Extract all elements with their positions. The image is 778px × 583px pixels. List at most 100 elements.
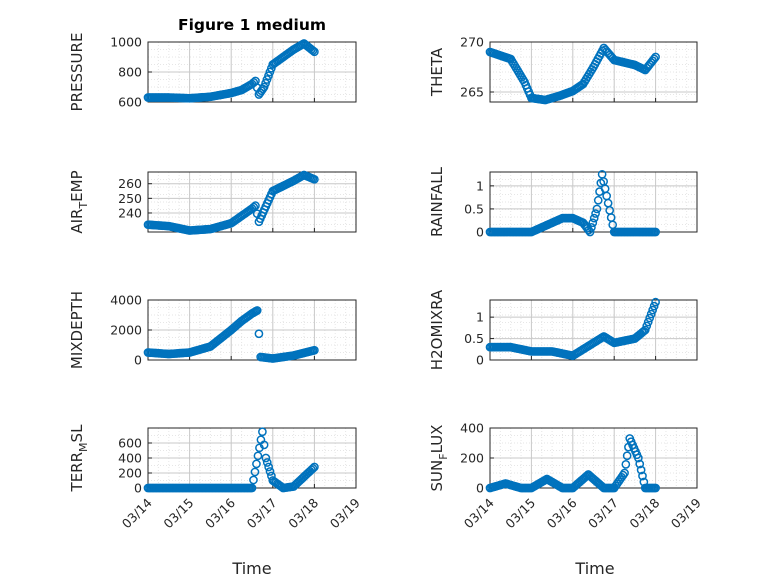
panel-5-ytick-label: 4000 bbox=[110, 293, 142, 308]
x-axis-label-right: Time bbox=[574, 559, 614, 578]
x-axis-label-left: Time bbox=[231, 559, 271, 578]
panel-4-data-point bbox=[592, 204, 602, 214]
panel-7-xtick-label: 03/18 bbox=[285, 495, 321, 531]
panel-6-ytick-label: 0.5 bbox=[464, 331, 484, 346]
panel-7-xtick-label: 03/19 bbox=[327, 495, 363, 531]
panel-7-xtick-label: 03/15 bbox=[160, 495, 196, 531]
panel-7-data-point bbox=[261, 453, 271, 463]
panel-3-ytick-label: 260 bbox=[118, 176, 142, 191]
panel-3-ytick-label: 240 bbox=[118, 205, 142, 220]
panel-2-ytick-label: 265 bbox=[460, 85, 484, 100]
panel-4-data-point bbox=[591, 209, 600, 218]
panel-7-xtick-label: 03/17 bbox=[244, 495, 280, 531]
panel-4-data-point bbox=[587, 223, 596, 232]
panel-1-data-point bbox=[310, 47, 319, 57]
panel-8-data-point bbox=[635, 459, 645, 469]
panel-7-data-point bbox=[262, 458, 272, 467]
panel-4-data-point bbox=[588, 218, 598, 228]
panel-7-ytick-label: 600 bbox=[118, 436, 142, 451]
panel-7-xtick-label: 03/14 bbox=[119, 495, 155, 531]
panel-2-ytick-label: 270 bbox=[460, 35, 484, 50]
panel-6-ytick-label: 1 bbox=[476, 310, 484, 325]
panel-8-ytick-label: 200 bbox=[460, 451, 484, 466]
panel-7-xtick-label: 03/16 bbox=[202, 495, 238, 531]
panel-1-ytick-label: 800 bbox=[118, 65, 142, 80]
panel-5-data-point bbox=[254, 329, 264, 339]
panel-8-data-point bbox=[621, 460, 631, 469]
panel-3-axes-box bbox=[147, 171, 357, 233]
panel-1-ytick-label: 1000 bbox=[110, 35, 142, 50]
panel-1-y-axis-label: PRESSURE bbox=[68, 33, 86, 112]
panel-7-data-point bbox=[250, 467, 260, 477]
panel-8-xtick-label: 03/19 bbox=[668, 495, 704, 531]
panel-8-data-point bbox=[620, 468, 629, 478]
panel-8-xtick-label: 03/16 bbox=[544, 495, 580, 531]
panel-1-ytick-label: 600 bbox=[118, 95, 142, 110]
panel-4-ytick-label: 0 bbox=[476, 225, 484, 240]
panel-4-data-point bbox=[602, 191, 612, 201]
panel-8-data-point bbox=[634, 453, 643, 463]
panel-8-xtick-label: 03/14 bbox=[461, 495, 497, 531]
panel-3-y-axis-label: AIRTEMP bbox=[68, 170, 90, 233]
panel-8-xtick-label: 03/15 bbox=[502, 495, 538, 531]
panel-6-ytick-label: 0 bbox=[476, 353, 484, 368]
panel-6-data-point bbox=[645, 313, 655, 323]
panel-7-data-point bbox=[264, 462, 273, 472]
panel-7-data-point bbox=[249, 475, 258, 485]
panel-6-data-point bbox=[649, 301, 659, 311]
panel-8-data-point bbox=[651, 483, 660, 493]
panel-8-xtick-label: 03/17 bbox=[585, 495, 621, 531]
panel-4-data-point bbox=[589, 213, 599, 223]
panel-7-data-point bbox=[265, 467, 275, 476]
panel-6-data-point bbox=[642, 321, 652, 331]
panel-7-data-point bbox=[259, 440, 269, 450]
panel-7-ytick-label: 200 bbox=[118, 466, 142, 481]
panel-4-data-point bbox=[593, 195, 603, 205]
panel-5-ytick-label: 2000 bbox=[110, 323, 142, 338]
chart-title: Figure 1 medium bbox=[178, 16, 326, 34]
panel-7-data-point bbox=[258, 427, 267, 437]
panel-2-data-point bbox=[649, 54, 659, 64]
panel-8-data-point bbox=[636, 465, 646, 475]
panel-4-ytick-label: 0.5 bbox=[464, 201, 484, 216]
panel-8-y-axis-label: SUNFLUX bbox=[428, 425, 450, 492]
panel-4-y-axis-label: RAINFALL bbox=[428, 166, 446, 237]
panel-8-data-point bbox=[622, 451, 632, 461]
panel-7-ytick-label: 0 bbox=[134, 481, 142, 496]
panel-6-data-point bbox=[651, 297, 660, 307]
panel-8-data-point bbox=[638, 471, 647, 481]
panel-3-data-point bbox=[249, 202, 259, 212]
panel-4-data-point bbox=[584, 225, 594, 235]
panel-5-ytick-label: 0 bbox=[134, 353, 142, 368]
panel-8-data-point bbox=[618, 470, 628, 480]
panel-7-data-point bbox=[252, 459, 261, 469]
panel-7-y-axis-label: TERRMSL bbox=[68, 424, 90, 493]
panel-4-data-point bbox=[585, 227, 595, 237]
panel-3-data-point bbox=[310, 174, 319, 184]
panel-2-data-point bbox=[651, 52, 660, 62]
panel-7-ytick-label: 400 bbox=[118, 451, 142, 466]
panel-6-data-point bbox=[640, 325, 650, 335]
panel-6-y-axis-label: H2OMIXRA bbox=[428, 289, 446, 370]
panel-4-data-point bbox=[605, 206, 615, 215]
panel-7-data-point bbox=[308, 464, 318, 473]
panel-7-data-point bbox=[253, 451, 263, 461]
panel-6-data-point bbox=[643, 317, 653, 327]
panel-2-y-axis-label: THETA bbox=[428, 47, 446, 97]
panel-5-y-axis-label: MIXDEPTH bbox=[68, 291, 86, 369]
panel-2-axes-box bbox=[489, 41, 698, 103]
panel-4-data-point bbox=[603, 198, 613, 208]
panel-5-data-point bbox=[252, 306, 262, 315]
panel-8-ytick-label: 0 bbox=[476, 481, 484, 496]
panel-1-data-point bbox=[308, 46, 318, 55]
panel-4-ytick-label: 1 bbox=[476, 178, 484, 193]
panel-6-data-point bbox=[646, 309, 656, 319]
panel-3-ytick-label: 250 bbox=[118, 191, 142, 206]
panel-6-axes-box bbox=[489, 299, 698, 361]
panel-3-data-point bbox=[251, 201, 260, 211]
panel-6-data-point bbox=[648, 305, 657, 315]
panel-5-data-point bbox=[310, 345, 319, 355]
panel-7-data-point bbox=[310, 462, 319, 472]
